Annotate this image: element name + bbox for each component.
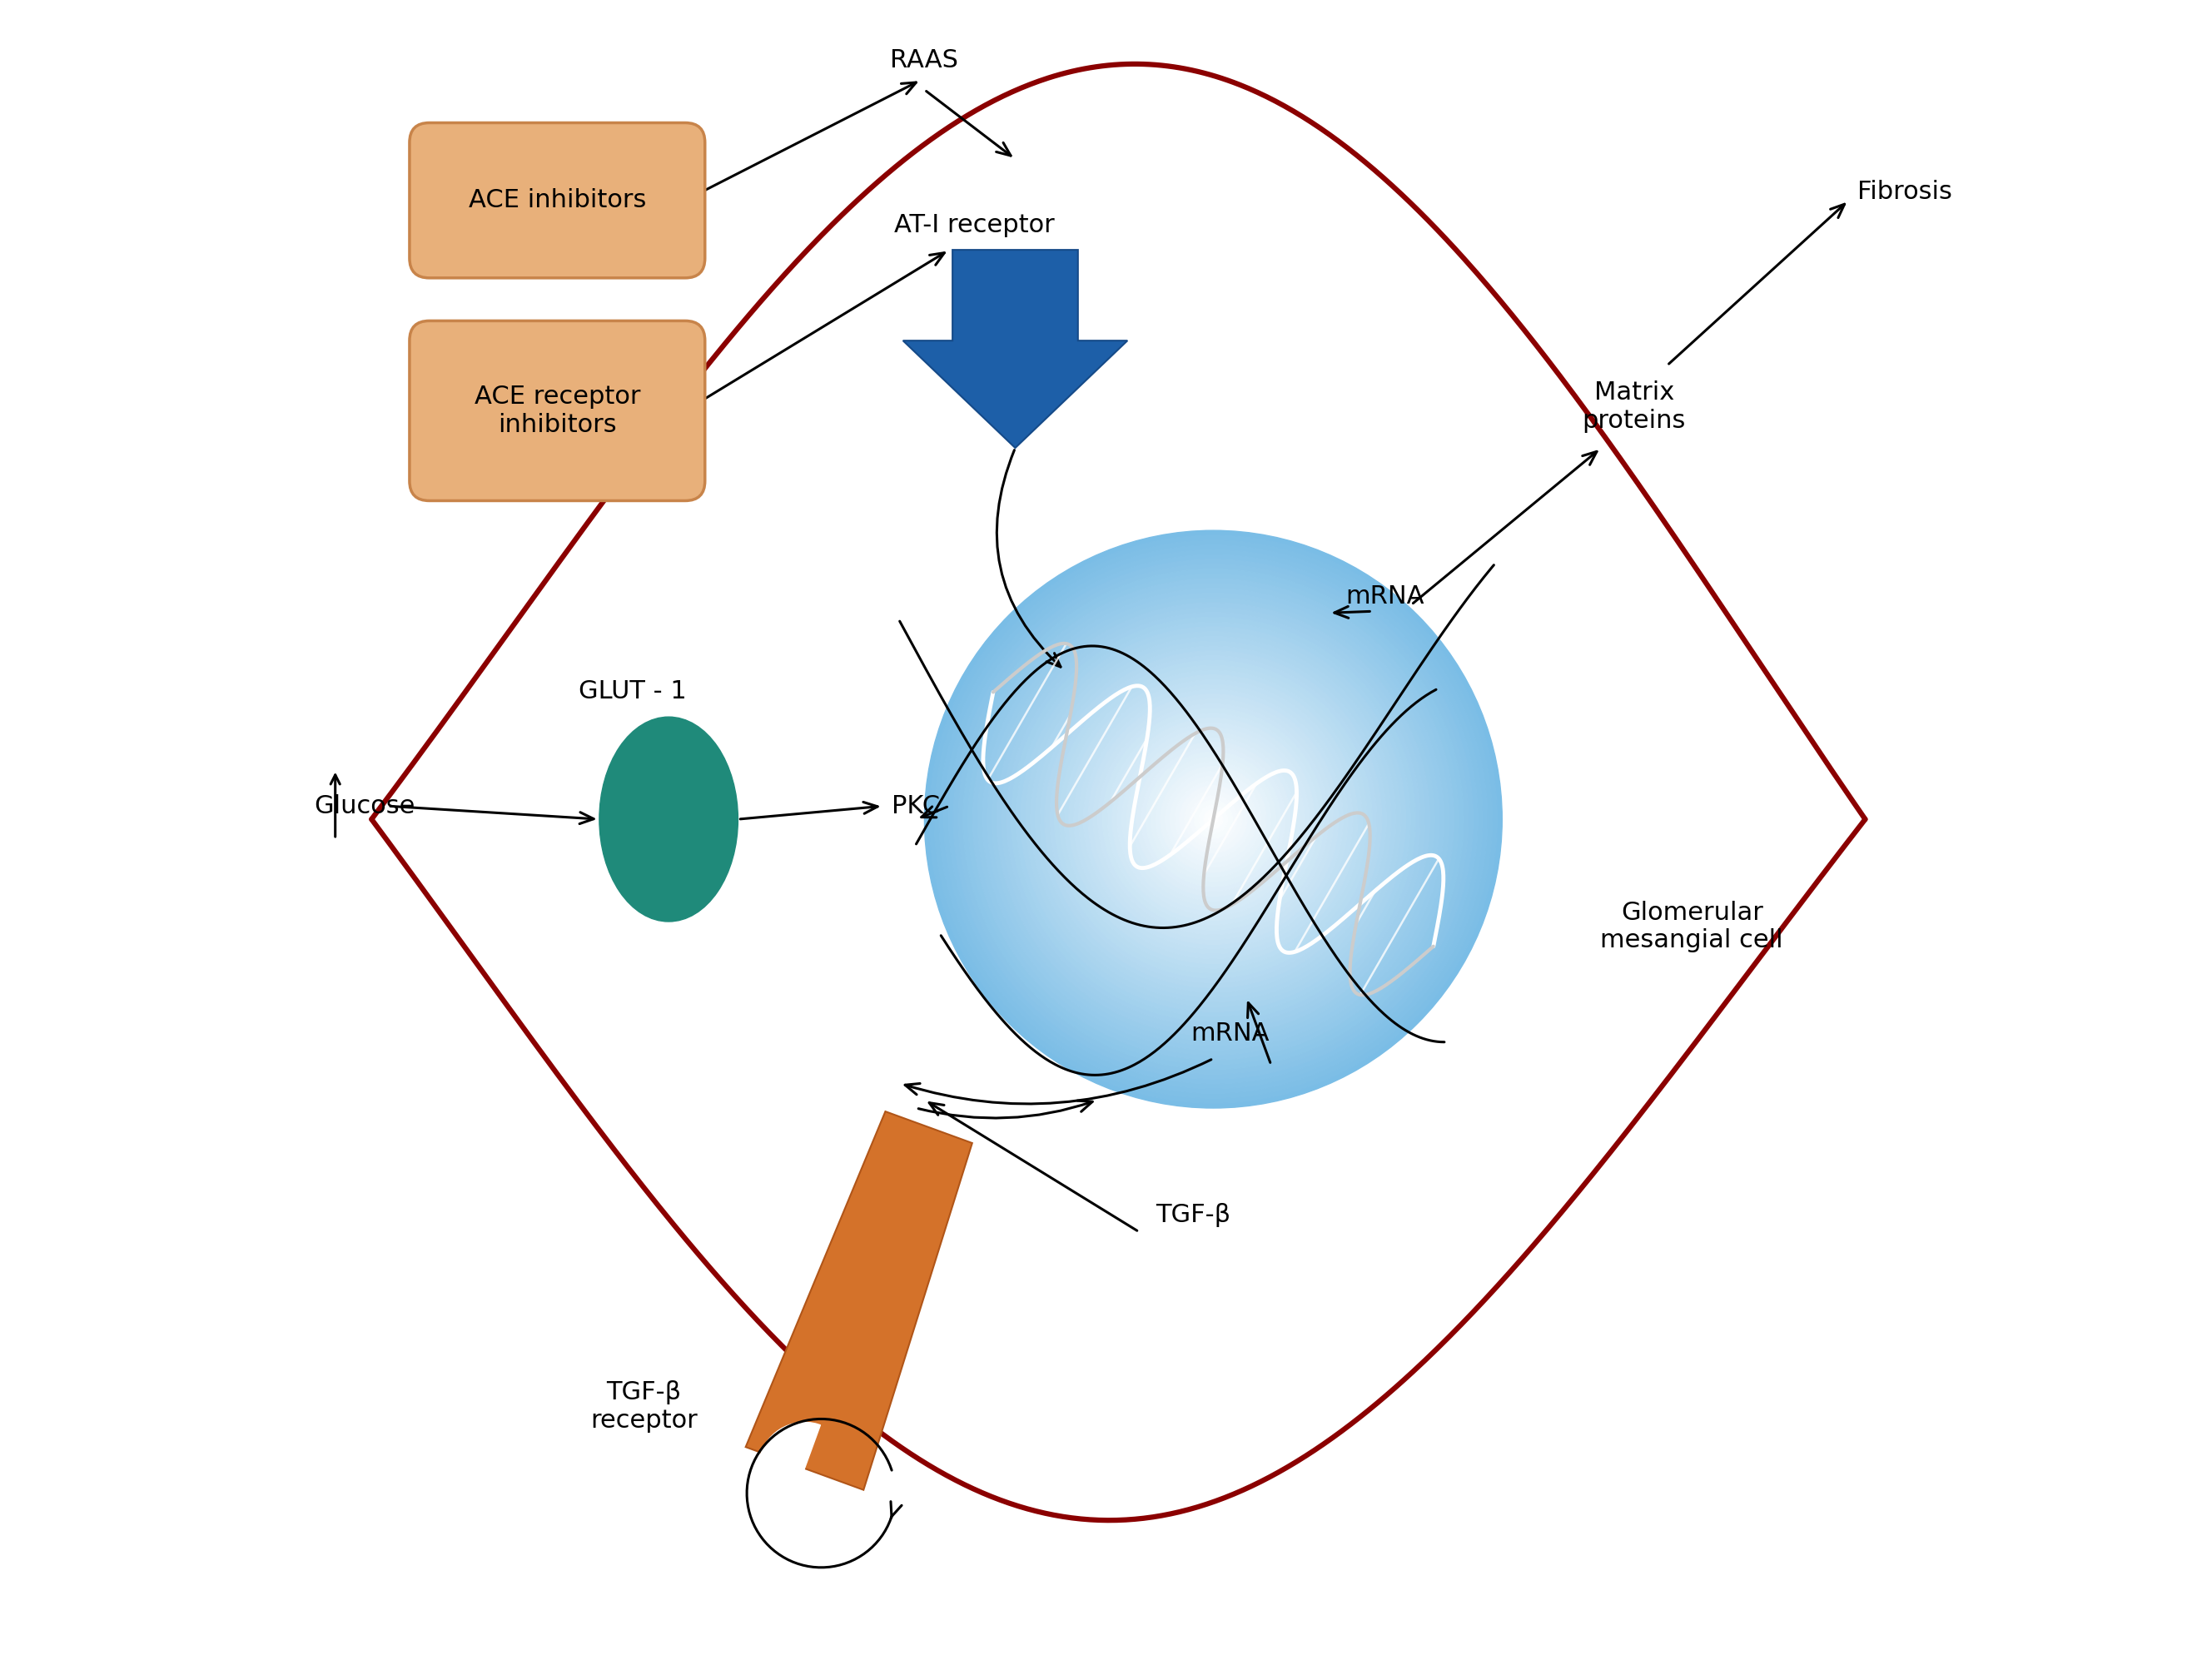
Circle shape	[1097, 703, 1329, 935]
Circle shape	[1011, 617, 1416, 1021]
Text: Matrix
proteins: Matrix proteins	[1582, 381, 1686, 432]
Text: mRNA: mRNA	[1345, 584, 1425, 609]
Text: ACE receptor
inhibitors: ACE receptor inhibitors	[473, 384, 639, 437]
Text: mRNA: mRNA	[1190, 1021, 1270, 1046]
Text: RAAS: RAAS	[889, 48, 958, 73]
Circle shape	[1026, 632, 1400, 1006]
Circle shape	[1073, 680, 1354, 958]
FancyBboxPatch shape	[409, 321, 706, 501]
Circle shape	[1102, 708, 1325, 930]
Circle shape	[1141, 746, 1285, 892]
Circle shape	[1060, 665, 1367, 973]
Circle shape	[969, 574, 1458, 1064]
Circle shape	[949, 554, 1478, 1084]
Circle shape	[1068, 675, 1358, 963]
Circle shape	[1064, 670, 1363, 968]
Circle shape	[1020, 627, 1407, 1011]
Circle shape	[998, 602, 1429, 1036]
Circle shape	[1121, 728, 1305, 910]
Circle shape	[1199, 804, 1228, 834]
Circle shape	[1161, 766, 1265, 872]
Circle shape	[1190, 794, 1237, 844]
Circle shape	[953, 559, 1473, 1079]
Circle shape	[933, 540, 1493, 1099]
Circle shape	[1194, 799, 1232, 839]
Text: TGF-β
receptor: TGF-β receptor	[591, 1380, 697, 1433]
Circle shape	[1117, 723, 1310, 915]
Circle shape	[925, 531, 1502, 1109]
Circle shape	[1006, 612, 1420, 1026]
Circle shape	[987, 592, 1440, 1046]
Circle shape	[1150, 756, 1276, 882]
Circle shape	[1031, 636, 1396, 1003]
Circle shape	[1179, 786, 1248, 852]
Text: ACE inhibitors: ACE inhibitors	[469, 189, 646, 212]
Circle shape	[1183, 791, 1243, 847]
Ellipse shape	[599, 717, 739, 922]
FancyBboxPatch shape	[409, 122, 706, 278]
Circle shape	[1170, 776, 1256, 862]
Circle shape	[1002, 607, 1425, 1031]
Circle shape	[1044, 650, 1382, 988]
Circle shape	[982, 588, 1444, 1051]
Circle shape	[1051, 655, 1376, 983]
Circle shape	[1079, 685, 1347, 953]
Text: PKC: PKC	[891, 794, 940, 818]
Circle shape	[962, 569, 1464, 1069]
Circle shape	[991, 597, 1436, 1041]
Circle shape	[1133, 738, 1294, 900]
Circle shape	[938, 544, 1489, 1094]
Polygon shape	[745, 1112, 973, 1490]
Circle shape	[958, 564, 1469, 1074]
Circle shape	[1040, 645, 1387, 993]
Circle shape	[1203, 809, 1223, 829]
Text: Glucose: Glucose	[314, 794, 416, 818]
Text: AT-I receptor: AT-I receptor	[894, 213, 1055, 237]
Circle shape	[1055, 660, 1371, 978]
Circle shape	[973, 579, 1453, 1059]
Circle shape	[978, 583, 1449, 1056]
Circle shape	[1126, 733, 1301, 905]
Text: Fibrosis: Fibrosis	[1856, 180, 1951, 204]
Circle shape	[1208, 814, 1219, 824]
Circle shape	[1084, 688, 1343, 950]
Text: TGF-β: TGF-β	[1155, 1203, 1230, 1228]
Circle shape	[1108, 713, 1318, 925]
Text: GLUT - 1: GLUT - 1	[577, 680, 686, 703]
Polygon shape	[902, 250, 1128, 449]
Circle shape	[929, 535, 1498, 1104]
Circle shape	[1175, 781, 1252, 857]
Circle shape	[1113, 718, 1314, 920]
Circle shape	[945, 549, 1482, 1089]
Circle shape	[1146, 751, 1281, 887]
Circle shape	[1137, 741, 1290, 897]
Polygon shape	[759, 1422, 821, 1513]
Circle shape	[1166, 771, 1261, 867]
Text: Glomerular
mesangial cell: Glomerular mesangial cell	[1601, 900, 1783, 953]
Circle shape	[1035, 640, 1391, 998]
Circle shape	[1015, 622, 1411, 1016]
Circle shape	[1093, 698, 1334, 940]
Circle shape	[1155, 761, 1272, 877]
Circle shape	[1088, 693, 1338, 945]
